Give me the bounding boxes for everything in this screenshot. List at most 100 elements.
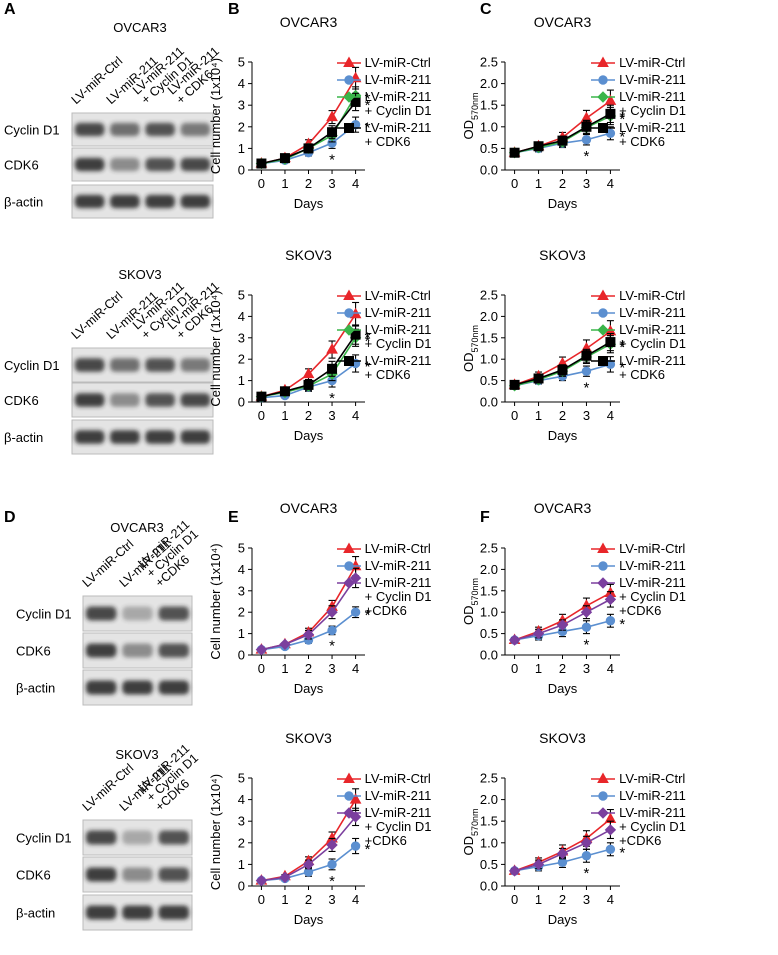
legend-item: LV-miR-Ctrl <box>336 772 432 786</box>
significance-mark: * <box>365 358 371 375</box>
y-tick-label: 4 <box>238 309 245 324</box>
significance-mark: * <box>329 151 335 168</box>
legend-item: LV-miR-211 + Cyclin D1 +CDK6 <box>336 575 432 618</box>
panel-label: F <box>480 509 490 526</box>
marker <box>533 141 544 152</box>
marker <box>342 772 355 783</box>
marker <box>343 308 354 318</box>
blot-band <box>180 430 211 444</box>
y-tick-label: 2 <box>238 835 245 850</box>
marker <box>556 619 569 631</box>
x-tick-label: 2 <box>305 661 312 676</box>
marker <box>597 577 609 589</box>
y-axis-label-sub: 570nm <box>470 325 480 353</box>
marker <box>533 373 544 384</box>
marker <box>598 561 608 571</box>
y-axis-label: OD570nm <box>461 92 480 139</box>
y-tick-label: 4 <box>238 792 245 807</box>
marker <box>556 847 569 860</box>
blot-row-label: β-actin <box>4 430 43 445</box>
marker <box>581 851 592 861</box>
x-tick-label: 4 <box>352 408 359 423</box>
legend-item: LV-miR-211 + Cyclin D1 <box>590 323 686 351</box>
legend-label: LV-miR-211 + Cyclin D1 <box>619 89 686 118</box>
x-tick-label: 2 <box>559 892 566 907</box>
blot-band <box>180 157 211 172</box>
marker <box>597 289 609 300</box>
y-tick-label: 4 <box>238 76 245 91</box>
blot-row-label: CDK6 <box>4 158 39 173</box>
legend-label: LV-miR-211 + Cyclin D1 +CDK6 <box>364 575 432 618</box>
marker <box>509 147 520 158</box>
marker <box>302 628 315 641</box>
marker <box>343 75 354 85</box>
marker <box>302 858 315 871</box>
x-axis-label: Days <box>294 681 324 696</box>
y-tick-label: 2.0 <box>480 562 498 577</box>
y-tick-label: 1.5 <box>480 98 498 113</box>
marker <box>598 308 608 318</box>
legend-item: LV-miR-Ctrl <box>590 772 686 786</box>
y-tick-label: 0 <box>238 163 245 178</box>
marker <box>343 123 354 133</box>
y-axis-label: OD570nm <box>461 325 480 372</box>
blot-row-label: Cyclin D1 <box>4 358 60 373</box>
legend-swatch <box>591 356 616 366</box>
x-tick-label: 0 <box>511 892 518 907</box>
legend-label: LV-miR-211 <box>619 788 686 803</box>
marker <box>255 643 268 656</box>
marker <box>581 366 592 376</box>
y-tick-label: 1.5 <box>480 583 498 598</box>
legend-item: LV-miR-211 <box>336 73 432 87</box>
legend-item: LV-miR-211 <box>590 73 686 87</box>
legend-item: LV-miR-211 <box>336 559 432 573</box>
legend-item: LV-miR-Ctrl <box>590 56 686 70</box>
x-tick-label: 1 <box>281 176 288 191</box>
blot-band <box>158 830 190 845</box>
legend-item: LV-miR-211 <box>590 559 686 573</box>
y-tick-label: 0 <box>238 648 245 663</box>
y-tick-label: 2.5 <box>480 288 498 303</box>
x-tick-label: 1 <box>535 408 542 423</box>
x-tick-label: 0 <box>511 408 518 423</box>
blot-band <box>122 606 153 621</box>
legend-label: LV-miR-Ctrl <box>364 288 431 303</box>
marker <box>597 772 609 783</box>
y-tick-label: 0 <box>238 395 245 410</box>
legend-item: LV-miR-211 + CDK6 <box>336 354 432 382</box>
marker <box>605 108 616 119</box>
blot-row-label: CDK6 <box>16 644 51 659</box>
significance-mark: * <box>329 390 335 407</box>
x-tick-label: 0 <box>258 661 265 676</box>
blot-title: SKOV3 <box>115 747 158 762</box>
y-axis-label: OD570nm <box>461 578 480 625</box>
blot-band <box>110 157 140 172</box>
blot-row-label: Cyclin D1 <box>4 123 60 138</box>
marker <box>326 839 338 851</box>
y-axis-label-main: Cell number (1x10⁴) <box>208 58 223 174</box>
y-axis-label: Cell number (1x10⁴) <box>208 290 223 406</box>
blot-band <box>158 643 190 658</box>
y-axis-label: Cell number (1x10⁴) <box>208 543 223 659</box>
blot-band <box>85 867 117 882</box>
legend-swatch <box>336 123 361 133</box>
significance-mark: * <box>584 379 590 396</box>
y-axis-label: Cell number (1x10⁴) <box>208 58 223 174</box>
legend-label: LV-miR-Ctrl <box>619 288 686 303</box>
y-axis-label-main: OD <box>461 353 476 373</box>
y-tick-label: 1.0 <box>480 605 498 620</box>
blot-row-label: β-actin <box>16 681 55 696</box>
marker <box>604 824 617 836</box>
y-tick-label: 2 <box>238 352 245 367</box>
legend-swatch <box>591 561 616 571</box>
y-axis-label-sub: 570nm <box>470 578 480 606</box>
y-tick-label: 3 <box>238 330 245 345</box>
marker <box>302 367 315 379</box>
y-tick-label: 2.5 <box>480 541 498 556</box>
x-tick-label: 0 <box>258 408 265 423</box>
y-tick-label: 2.5 <box>480 55 498 70</box>
legend-label: LV-miR-211 + CDK6 <box>619 120 686 149</box>
legend-item: LV-miR-211 + Cyclin D1 <box>336 323 431 351</box>
significance-mark: * <box>619 359 625 376</box>
